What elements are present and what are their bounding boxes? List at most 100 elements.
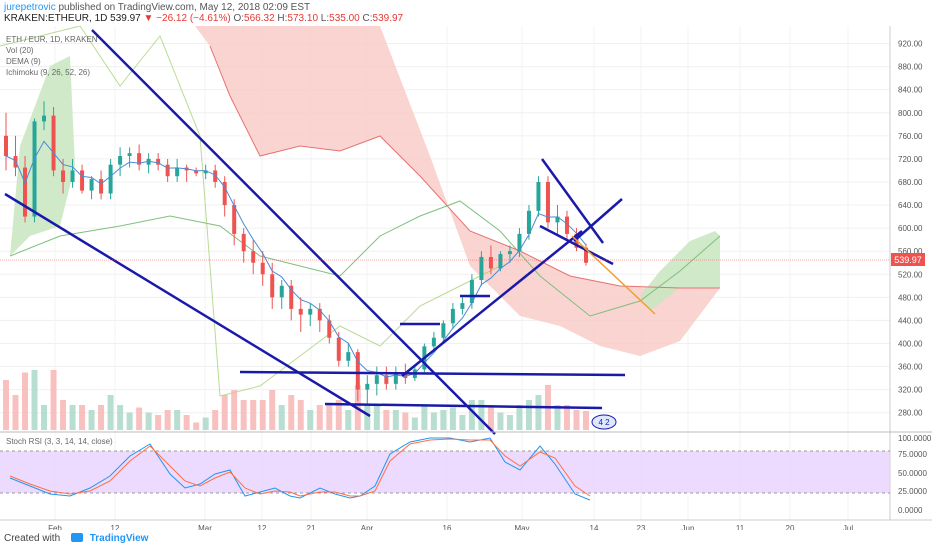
candle-body [564, 216, 569, 234]
volume-bar [468, 400, 475, 430]
trendlines [4, 29, 626, 435]
volume-bars [3, 370, 589, 430]
events-badge[interactable]: 4 2 [591, 414, 617, 430]
volume-bar [60, 400, 67, 430]
volume-bar [79, 405, 86, 430]
candle-body [298, 308, 303, 315]
candle-body [498, 254, 503, 269]
svg-text:0.0000: 0.0000 [898, 506, 923, 515]
x-tick-label: Apr [361, 524, 374, 530]
volume-bar [3, 380, 9, 430]
y-tick-label: 640.00 [898, 201, 923, 210]
ohlc-line: KRAKEN:ETHEUR, 1D 539.97 ▼ −26.12 (−4.61… [4, 13, 403, 24]
candle-body [165, 164, 170, 177]
candle-body [42, 115, 47, 122]
candle-body [460, 303, 465, 309]
x-axis-labels: Feb 12 Mar 12 21 Apr 16 May 14 23 Jun 11 20 Jul [48, 524, 853, 530]
x-tick-label: 14 [590, 524, 599, 530]
candle-body [327, 320, 332, 338]
candle-body [403, 372, 408, 379]
trendline-up [401, 230, 583, 377]
low-value: 535.00 [329, 13, 360, 24]
candle-body [137, 153, 142, 165]
wedge-break [573, 198, 623, 242]
candle-body [355, 352, 360, 390]
volume-bar [22, 372, 29, 430]
svg-text:50.0000: 50.0000 [898, 469, 927, 478]
candle-body [118, 156, 123, 165]
tradingview-logo-icon [70, 533, 83, 542]
last-price: 539.97 [110, 13, 141, 24]
y-tick-label: 760.00 [898, 132, 923, 141]
svg-text:75.0000: 75.0000 [898, 450, 927, 459]
candle-body [555, 216, 560, 223]
trendline-down-1 [91, 29, 496, 435]
volume-bar [278, 405, 285, 430]
high-label: H: [277, 13, 288, 24]
volume-bar [269, 390, 276, 430]
open-value: 566.32 [244, 13, 275, 24]
created-with-label: Created with [4, 533, 61, 544]
legend-ichimoku: Ichimoku (9, 26, 52, 26) [6, 68, 90, 77]
candle-body [23, 167, 28, 217]
y-axis-panel[interactable] [890, 26, 932, 520]
volume-bar [411, 417, 418, 430]
price-chart[interactable]: 920.00 880.00 840.00 800.00 760.00 720.00 680.… [0, 26, 932, 530]
volume-bar [497, 412, 504, 430]
volume-bar [107, 395, 114, 430]
x-tick-label: Feb [48, 524, 62, 530]
y-tick-label: 920.00 [898, 40, 923, 49]
open-label: O: [233, 13, 245, 24]
volume-bar [449, 407, 456, 430]
volume-bar [525, 400, 532, 430]
candle-body [431, 337, 436, 347]
volume-bar [12, 395, 19, 430]
volume-bar [41, 405, 48, 430]
candle-body [479, 256, 484, 281]
candle-body [393, 372, 398, 384]
candle-body [61, 170, 66, 182]
author-link[interactable]: jurepetrovic [4, 2, 56, 13]
candle-body [4, 135, 8, 157]
volume-bar [364, 405, 371, 430]
volume-bar [392, 410, 399, 430]
ichimoku-span-b [209, 45, 720, 289]
candle-body [289, 285, 294, 309]
volume-bar [136, 407, 143, 430]
candle-body [584, 247, 588, 263]
candle-body [32, 121, 37, 217]
candle-body [507, 251, 512, 255]
volume-bar [430, 412, 437, 430]
x-tick-label: May [514, 524, 529, 530]
main-pane[interactable] [0, 26, 890, 432]
volume-bar [516, 405, 523, 430]
legend-title: ETH / EUR, 1D, KRAKEN [6, 35, 98, 44]
candle-body [89, 179, 94, 191]
volume-bar [155, 415, 162, 430]
ichimoku-cloud-bear [195, 26, 720, 356]
tradingview-brand[interactable]: TradingView [89, 533, 149, 544]
y-tick-label: 840.00 [898, 86, 923, 95]
volume-bar [487, 405, 494, 430]
volume-bar [316, 405, 323, 430]
volume-bar [31, 370, 38, 430]
badge-text: 4 2 [598, 418, 610, 427]
volume-bar [506, 415, 513, 430]
candle-body [374, 375, 379, 384]
volume-bar [183, 415, 190, 430]
volume-bar [563, 405, 570, 430]
price-tag-bg [891, 253, 925, 266]
y-tick-label: 600.00 [898, 224, 923, 233]
y-tick-label: 360.00 [898, 363, 923, 372]
volume-bar [117, 405, 124, 430]
volume-bar [202, 417, 209, 430]
x-tick-label: Jun [682, 524, 695, 530]
candle-body [308, 308, 313, 315]
volume-bar [373, 405, 380, 430]
y-tick-label: 560.00 [898, 247, 923, 256]
svg-text:25.0000: 25.0000 [898, 487, 927, 496]
candle-body [441, 323, 446, 338]
candle-body [545, 181, 550, 223]
volume-bar [421, 405, 428, 430]
candle-body [222, 181, 227, 206]
